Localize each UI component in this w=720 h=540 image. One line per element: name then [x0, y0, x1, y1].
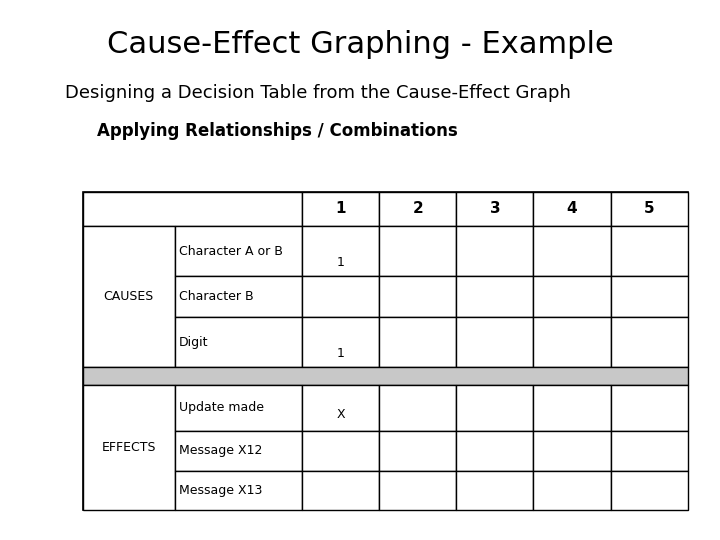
- Bar: [534, 384, 611, 431]
- Bar: [611, 471, 688, 510]
- Bar: [83, 367, 688, 384]
- Bar: [379, 318, 456, 367]
- Bar: [611, 276, 688, 318]
- Bar: [83, 384, 175, 510]
- Text: 4: 4: [567, 201, 577, 217]
- Bar: [534, 192, 611, 226]
- Bar: [611, 384, 688, 431]
- Text: Designing a Decision Table from the Cause-Effect Graph: Designing a Decision Table from the Caus…: [65, 84, 571, 102]
- Bar: [175, 471, 302, 510]
- Bar: [175, 431, 302, 471]
- Text: CAUSES: CAUSES: [104, 291, 154, 303]
- Bar: [83, 192, 302, 226]
- Bar: [456, 226, 534, 276]
- Bar: [302, 384, 379, 431]
- Bar: [379, 431, 456, 471]
- Bar: [456, 318, 534, 367]
- Text: Update made: Update made: [179, 401, 264, 414]
- Bar: [302, 226, 379, 276]
- Text: Applying Relationships / Combinations: Applying Relationships / Combinations: [97, 122, 458, 139]
- Bar: [611, 192, 688, 226]
- Text: 1: 1: [337, 347, 345, 360]
- Bar: [379, 276, 456, 318]
- Bar: [302, 471, 379, 510]
- Bar: [302, 192, 379, 226]
- Bar: [534, 276, 611, 318]
- Bar: [175, 384, 302, 431]
- Text: Message X13: Message X13: [179, 484, 262, 497]
- Bar: [611, 226, 688, 276]
- Bar: [534, 471, 611, 510]
- Bar: [456, 431, 534, 471]
- Bar: [175, 318, 302, 367]
- Text: 3: 3: [490, 201, 500, 217]
- Bar: [175, 276, 302, 318]
- Text: 2: 2: [413, 201, 423, 217]
- Text: Character B: Character B: [179, 291, 253, 303]
- Bar: [379, 384, 456, 431]
- Text: 1: 1: [336, 201, 346, 217]
- Bar: [302, 318, 379, 367]
- Text: X: X: [336, 408, 345, 421]
- Bar: [534, 318, 611, 367]
- Bar: [534, 226, 611, 276]
- Bar: [83, 192, 688, 510]
- Bar: [456, 384, 534, 431]
- Bar: [83, 226, 175, 367]
- Text: EFFECTS: EFFECTS: [102, 441, 156, 454]
- Bar: [379, 192, 456, 226]
- Text: Digit: Digit: [179, 336, 209, 349]
- Bar: [611, 431, 688, 471]
- Text: Character A or B: Character A or B: [179, 245, 283, 258]
- Text: Cause-Effect Graphing - Example: Cause-Effect Graphing - Example: [107, 30, 613, 59]
- Text: 5: 5: [644, 201, 654, 217]
- Bar: [302, 431, 379, 471]
- Bar: [456, 276, 534, 318]
- Bar: [379, 471, 456, 510]
- Bar: [379, 226, 456, 276]
- Bar: [534, 431, 611, 471]
- Text: Message X12: Message X12: [179, 444, 262, 457]
- Bar: [302, 276, 379, 318]
- Bar: [175, 226, 302, 276]
- Bar: [611, 318, 688, 367]
- Text: 1: 1: [337, 255, 345, 268]
- Bar: [456, 192, 534, 226]
- Bar: [456, 471, 534, 510]
